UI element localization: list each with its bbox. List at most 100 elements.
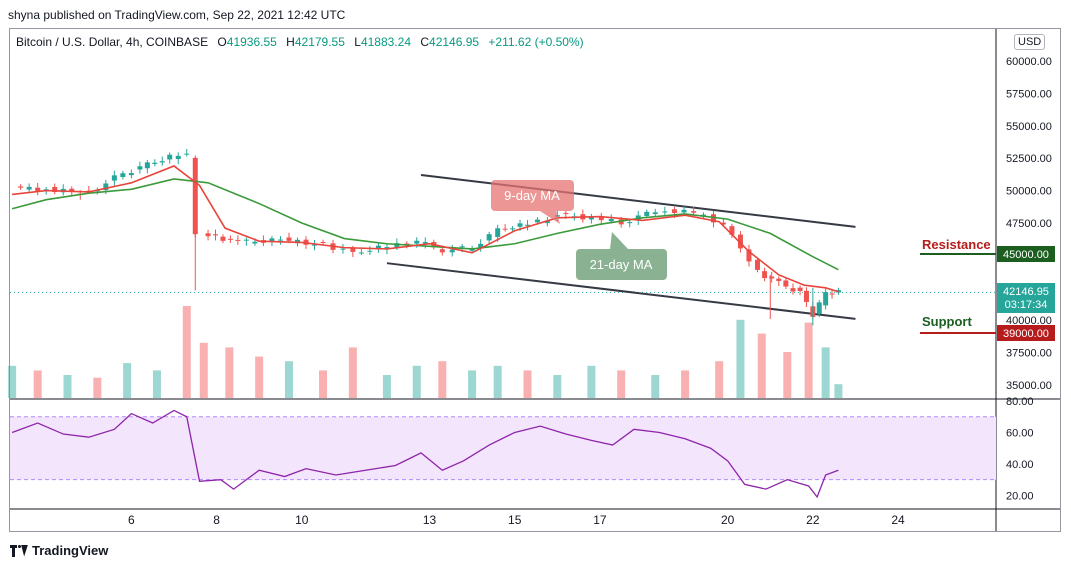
volume-bar bbox=[438, 361, 447, 398]
rsi-tick-label: 80.00 bbox=[1006, 396, 1034, 408]
resistance-tag-box bbox=[997, 246, 1055, 262]
candle-body bbox=[137, 166, 143, 170]
candle-body bbox=[103, 183, 109, 191]
open-value: 41936.55 bbox=[226, 35, 277, 49]
candle-body bbox=[534, 219, 540, 223]
candle-body bbox=[414, 240, 420, 244]
candle-body bbox=[746, 249, 752, 262]
change-value: +211.62 (+0.50%) bbox=[488, 35, 584, 49]
volume-bar bbox=[199, 342, 208, 398]
currency-button[interactable]: USD bbox=[1014, 34, 1046, 50]
candle-body bbox=[205, 233, 211, 237]
volume-bar bbox=[93, 377, 102, 398]
candle-body bbox=[701, 214, 707, 216]
volume-bar bbox=[834, 384, 843, 398]
candle-body bbox=[175, 155, 181, 160]
candle-body bbox=[691, 211, 697, 213]
price-tick-label: 40000.00 bbox=[1006, 315, 1052, 327]
rsi-band bbox=[10, 416, 996, 480]
candle-body bbox=[681, 209, 687, 213]
candle-body bbox=[627, 222, 633, 224]
low-value: 41883.24 bbox=[360, 35, 411, 49]
time-tick-label: 6 bbox=[128, 513, 135, 527]
symbol-info-bar: Bitcoin / U.S. Dollar, 4h, COINBASE O419… bbox=[16, 35, 584, 49]
volume-bar bbox=[182, 306, 191, 398]
candle-body bbox=[524, 224, 530, 226]
ma21-callout-pointer bbox=[610, 232, 628, 249]
volume-bar bbox=[681, 370, 690, 398]
candle-body bbox=[754, 259, 760, 270]
support-tag-box bbox=[997, 325, 1055, 341]
candle-body bbox=[439, 249, 445, 253]
symbol-name[interactable]: Bitcoin / U.S. Dollar, 4h, COINBASE bbox=[16, 35, 209, 49]
price-tick-label: 60000.00 bbox=[1006, 56, 1052, 68]
rsi-line bbox=[11, 409, 839, 499]
resistance-tag-label: 45000.00 bbox=[1003, 249, 1049, 261]
volume-bar bbox=[715, 361, 724, 398]
volume-bar bbox=[412, 365, 421, 398]
support-label: Support bbox=[922, 314, 972, 329]
candle-body bbox=[790, 288, 796, 292]
candle-body bbox=[769, 276, 775, 279]
channel-lower-line bbox=[386, 262, 856, 320]
close-label: C bbox=[420, 35, 430, 49]
candle-body bbox=[35, 187, 41, 192]
candle-body bbox=[729, 226, 735, 235]
volume-bar bbox=[225, 347, 234, 398]
ma21-callout-box bbox=[576, 249, 667, 280]
candle-body bbox=[495, 228, 501, 237]
ma9-line bbox=[12, 165, 839, 293]
candle-body bbox=[69, 188, 75, 192]
candle-body bbox=[269, 238, 275, 242]
time-tick-label: 20 bbox=[721, 513, 735, 527]
candle-body bbox=[510, 228, 516, 230]
volume-bar bbox=[152, 370, 161, 398]
candle-body bbox=[277, 239, 283, 241]
candle-body bbox=[608, 218, 614, 222]
time-tick-label: 22 bbox=[806, 513, 820, 527]
high-value: 42179.55 bbox=[294, 35, 345, 49]
volume-bar bbox=[736, 319, 745, 398]
candle-body bbox=[422, 242, 428, 244]
candle-body bbox=[144, 162, 150, 169]
candle-body bbox=[797, 287, 803, 291]
price-tick-label: 55000.00 bbox=[1006, 121, 1052, 133]
candle-body bbox=[588, 216, 594, 220]
candle-body bbox=[184, 153, 190, 155]
candle-body bbox=[459, 246, 465, 248]
volume-bar bbox=[523, 370, 532, 398]
volume-bar bbox=[319, 370, 328, 398]
candle-body bbox=[737, 234, 743, 249]
candle-body bbox=[52, 186, 58, 193]
ma9-callout-box bbox=[491, 180, 574, 211]
high-label: H bbox=[286, 35, 295, 49]
time-tick-label: 10 bbox=[295, 513, 309, 527]
candle-body bbox=[618, 219, 624, 225]
candle-body bbox=[598, 216, 604, 221]
candle-body bbox=[152, 162, 158, 164]
candle-body bbox=[720, 222, 726, 225]
candle-body bbox=[111, 175, 117, 181]
support-tag-label: 39000.00 bbox=[1003, 328, 1049, 340]
footer-brand[interactable]: TradingView bbox=[10, 543, 108, 558]
volume-bar bbox=[553, 375, 562, 398]
last-price-label: 42146.95 bbox=[1003, 286, 1049, 298]
rsi-tick-label: 20.00 bbox=[1006, 490, 1034, 502]
candle-body bbox=[776, 278, 782, 281]
volume-bar bbox=[587, 365, 596, 398]
publisher-line: shyna published on TradingView.com, Sep … bbox=[8, 8, 346, 22]
volume-bar bbox=[651, 375, 660, 398]
candle-body bbox=[517, 223, 523, 227]
price-tick-label: 47500.00 bbox=[1006, 218, 1052, 230]
candle-body bbox=[286, 237, 292, 241]
candle-body bbox=[783, 280, 789, 287]
candle-body bbox=[816, 302, 822, 314]
candle-body bbox=[803, 290, 809, 302]
ma21-line bbox=[11, 178, 839, 271]
time-tick-label: 8 bbox=[213, 513, 220, 527]
candle-body bbox=[350, 248, 356, 252]
candle-body bbox=[652, 212, 658, 215]
candle-body bbox=[671, 209, 677, 214]
candle-body bbox=[18, 186, 24, 188]
